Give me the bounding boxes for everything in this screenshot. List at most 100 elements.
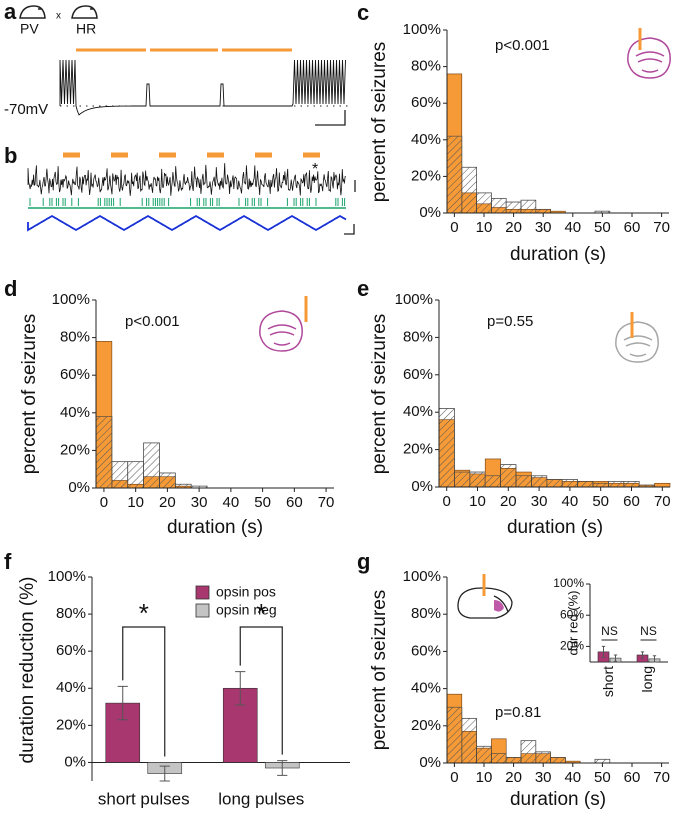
panel-label: g [357, 549, 370, 574]
y-tick-label: 80% [60, 329, 90, 346]
p-value: p=0.81 [495, 704, 541, 721]
scale-bar [315, 110, 346, 126]
hatch-overlay [484, 475, 501, 488]
y-tick-label: 20% [560, 639, 584, 653]
hatch-overlay [505, 201, 522, 214]
y-tick-label: 100% [48, 568, 86, 585]
hatch-overlay [175, 483, 192, 489]
error-bar [277, 760, 288, 776]
x-tick-label: 30 [191, 494, 208, 511]
y-tick-label: 80% [56, 605, 86, 622]
hatch-overlay [577, 481, 594, 488]
x-tick-label: 70 [654, 493, 671, 510]
p-value: p<0.001 [495, 37, 550, 54]
x-tick-label: 30 [531, 493, 548, 510]
y-tick-label: 60% [411, 94, 441, 111]
hatch-overlay [520, 740, 537, 764]
hatch-overlay [127, 461, 144, 489]
y-tick-label: 40% [56, 679, 86, 696]
p-value: p<0.001 [125, 313, 180, 330]
x-tick-label: 20 [159, 494, 176, 511]
hatch-overlay [446, 135, 463, 214]
x-tick-label: 40 [564, 219, 581, 236]
x-tick-label: 40 [564, 769, 581, 786]
panel-label: e [357, 276, 369, 301]
y-tick-label: 100% [52, 291, 90, 308]
x-axis-label: duration (s) [507, 517, 603, 538]
histogram-bar [654, 482, 671, 488]
x-tick-label: 10 [469, 493, 486, 510]
y-tick-label: 100% [395, 291, 433, 308]
brain-icon [457, 587, 513, 619]
significance-bracket [122, 626, 166, 757]
hatch-overlay [491, 198, 507, 214]
hatch-overlay [469, 471, 486, 488]
x-tick-label: 60 [624, 219, 641, 236]
y-tick-label: 60% [56, 642, 86, 659]
optic-fiber [304, 28, 642, 596]
y-tick-label: 100% [553, 576, 584, 590]
x-tick-label: 30 [535, 769, 552, 786]
y-axis-label: duration reduction (%) [17, 577, 38, 764]
error-bar [117, 685, 128, 721]
x-tick-label: 10 [476, 769, 493, 786]
panel-label: b [4, 143, 17, 168]
panel-label: f [4, 549, 12, 574]
x-tick-label: 40 [223, 494, 240, 511]
y-tick-label: 60% [411, 642, 441, 659]
hatch-overlay [461, 718, 477, 764]
p-value: p=0.55 [487, 313, 533, 330]
y-tick-label: 0% [419, 204, 441, 221]
significance-marker: * [256, 598, 266, 628]
panel-label: c [357, 0, 369, 25]
mouse-icon [19, 5, 46, 19]
category-label: short [600, 666, 616, 697]
hatch-overlay [500, 464, 517, 488]
hatch-overlay [446, 706, 463, 764]
mouse-line: HR [76, 21, 96, 37]
panel-label: a [4, 0, 17, 24]
hatch-overlay [143, 442, 160, 489]
x-tick-label: 40 [562, 493, 579, 510]
hatch-overlay [111, 461, 129, 489]
x-tick-label: 50 [594, 769, 611, 786]
y-tick-label: 20% [411, 717, 441, 734]
voltage-trace [59, 59, 346, 116]
hatch-overlay [520, 199, 537, 214]
y-tick-label: 20% [60, 441, 90, 458]
hatch-overlay [515, 475, 532, 488]
hatch-overlay [535, 751, 551, 764]
y-tick-label: 60% [60, 366, 90, 383]
y-axis-label: percent of seizures [19, 314, 40, 475]
x-tick-label: 20 [505, 219, 522, 236]
x-tick-label: 20 [500, 493, 517, 510]
potential-label: -70mV [4, 101, 48, 118]
axes [438, 300, 670, 488]
x-tick-label: 20 [505, 769, 522, 786]
error-bar [652, 655, 657, 663]
seizure-marker: * [312, 161, 318, 178]
x-tick-label: 10 [127, 494, 144, 511]
hatch-overlay [438, 408, 455, 488]
x-tick-label: 50 [254, 494, 271, 511]
error-bar [235, 671, 246, 706]
y-tick-label: 0% [419, 754, 441, 771]
mouse-icon [71, 5, 98, 19]
stimulus-wave [27, 214, 347, 232]
x-tick-label: 30 [535, 219, 552, 236]
y-tick-label: 80% [403, 328, 433, 345]
hatch-overlay [550, 757, 566, 764]
axes [95, 300, 334, 489]
hatch-overlay [608, 481, 625, 488]
lfp-trace [27, 163, 346, 196]
spike-raster [29, 198, 346, 206]
hatch-overlay [592, 482, 609, 488]
category-label: long pulses [218, 789, 304, 808]
legend-label: opsin pos [216, 584, 276, 600]
y-tick-label: 40% [411, 680, 441, 697]
x-tick-label: 70 [318, 494, 335, 511]
error-bar [613, 654, 618, 662]
legend-label: opsin neg [216, 602, 277, 618]
hatch-overlay [623, 481, 640, 488]
